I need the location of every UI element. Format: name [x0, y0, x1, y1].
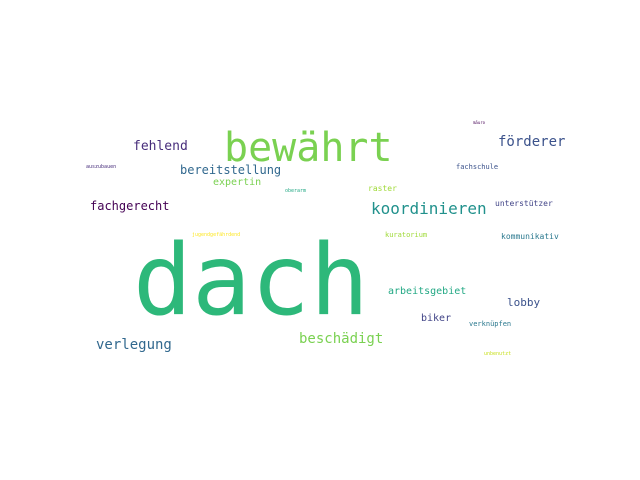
word-auszubauen: auszubauen	[86, 164, 117, 170]
word-unterstutzer: unterstützer	[495, 199, 553, 208]
word-verknupfen: verknüpfen	[469, 320, 512, 328]
word-koordinieren: koordinieren	[371, 199, 487, 218]
word-raster: raster	[368, 184, 397, 193]
word-mauro: mäuro	[473, 120, 486, 125]
word-lobby: lobby	[507, 296, 541, 309]
word-beschadigt: beschädigt	[299, 331, 384, 347]
word-expertin: expertin	[213, 177, 262, 188]
word-fehlend: fehlend	[133, 139, 188, 154]
word-kommunikativ: kommunikativ	[501, 232, 559, 241]
word-biker: biker	[421, 313, 452, 324]
word-unbenutzt: unbenutzt	[484, 351, 512, 357]
word-oberarm: oberarm	[285, 188, 307, 194]
word-forderer: förderer	[498, 134, 566, 150]
word-arbeitsgebiet: arbeitsgebiet	[388, 286, 467, 297]
word-jugendgefahrdend: jugendgefährdend	[192, 232, 241, 238]
word-verlegung: verlegung	[96, 337, 172, 353]
word-bewahrt: bewährt	[224, 125, 393, 171]
word-bereitstellung: bereitstellung	[180, 163, 282, 177]
word-dach: dach	[133, 224, 370, 338]
word-fachschule: fachschule	[456, 163, 499, 171]
word-kuratorium: kuratorium	[385, 231, 428, 239]
word-fachgerecht: fachgerecht	[90, 199, 170, 213]
